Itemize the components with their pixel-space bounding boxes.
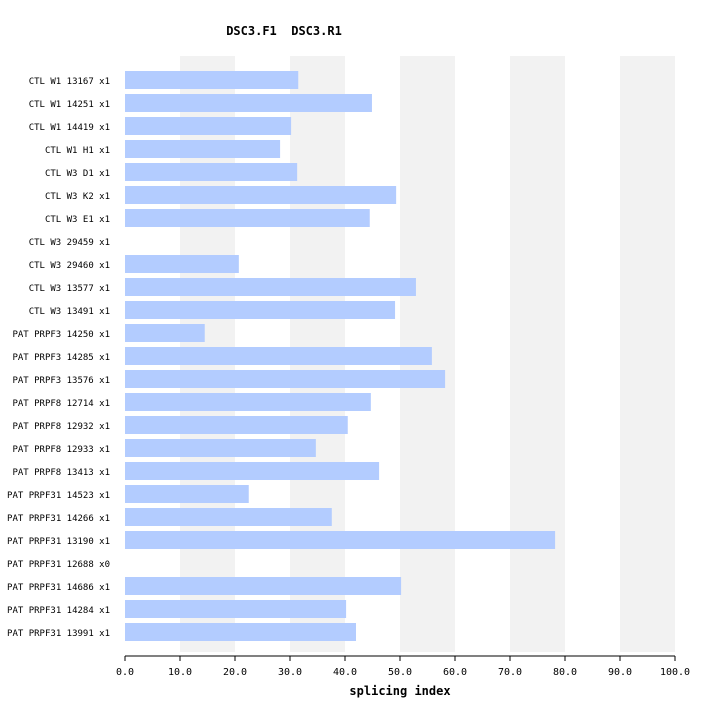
bar — [125, 278, 416, 296]
category-label: PAT PRPF8 12714 x1 — [12, 399, 110, 409]
x-tick-label: 80.0 — [553, 667, 577, 678]
category-label: PAT PRPF31 14686 x1 — [7, 583, 110, 593]
category-label: CTL W3 E1 x1 — [45, 215, 110, 225]
x-tick-label: 0.0 — [116, 667, 134, 678]
bar — [125, 94, 372, 112]
x-tick-label: 40.0 — [333, 667, 357, 678]
bar — [125, 163, 298, 181]
category-label: CTL W3 29460 x1 — [29, 261, 110, 271]
x-tick-label: 50.0 — [388, 667, 412, 678]
category-label: CTL W3 13491 x1 — [29, 307, 110, 317]
category-label: CTL W3 D1 x1 — [45, 169, 110, 179]
bar — [125, 370, 446, 388]
bar — [125, 140, 281, 158]
bar — [125, 485, 249, 503]
category-label: PAT PRPF8 12932 x1 — [12, 422, 110, 432]
category-label: PAT PRPF31 14266 x1 — [7, 514, 110, 524]
category-label: CTL W1 14251 x1 — [29, 100, 110, 110]
bar — [125, 600, 347, 618]
bar — [125, 324, 205, 342]
category-label: PAT PRPF8 12933 x1 — [12, 445, 110, 455]
category-label: CTL W3 29459 x1 — [29, 238, 110, 248]
bar — [125, 301, 396, 319]
category-label: PAT PRPF3 14250 x1 — [12, 330, 110, 340]
bar — [125, 462, 380, 480]
x-tick-label: 30.0 — [278, 667, 302, 678]
grid-band — [620, 56, 675, 652]
x-tick-label: 10.0 — [168, 667, 192, 678]
bar — [125, 186, 397, 204]
x-tick-label: 100.0 — [660, 667, 690, 678]
bar — [125, 209, 370, 227]
bar — [125, 71, 299, 89]
bar — [125, 255, 239, 273]
category-label: CTL W3 13577 x1 — [29, 284, 110, 294]
x-tick-label: 70.0 — [498, 667, 522, 678]
bar — [125, 393, 371, 411]
x-tick-label: 60.0 — [443, 667, 467, 678]
x-tick-label: 90.0 — [608, 667, 632, 678]
category-label: PAT PRPF31 13991 x1 — [7, 629, 110, 639]
bar — [125, 508, 332, 526]
bar — [125, 623, 356, 641]
bar — [125, 347, 432, 365]
category-label: CTL W1 13167 x1 — [29, 77, 110, 87]
category-label: PAT PRPF31 13190 x1 — [7, 537, 110, 547]
category-label: PAT PRPF31 14523 x1 — [7, 491, 110, 501]
category-label: CTL W1 H1 x1 — [45, 146, 110, 156]
bar — [125, 439, 316, 457]
category-label: PAT PRPF3 13576 x1 — [12, 376, 110, 386]
category-label: PAT PRPF3 14285 x1 — [12, 353, 110, 363]
bar — [125, 531, 556, 549]
category-label: PAT PRPF31 14284 x1 — [7, 606, 110, 616]
category-label: CTL W3 K2 x1 — [45, 192, 110, 202]
bar — [125, 577, 402, 595]
category-label: CTL W1 14419 x1 — [29, 123, 110, 133]
bar — [125, 416, 348, 434]
bar — [125, 117, 292, 135]
grid-band — [510, 56, 565, 652]
category-label: PAT PRPF8 13413 x1 — [12, 468, 110, 478]
category-label: PAT PRPF31 12688 x0 — [7, 560, 110, 570]
x-tick-label: 20.0 — [223, 667, 247, 678]
chart-title: DSC3.F1 DSC3.R1 — [226, 24, 342, 38]
x-axis-label: splicing index — [349, 684, 450, 698]
